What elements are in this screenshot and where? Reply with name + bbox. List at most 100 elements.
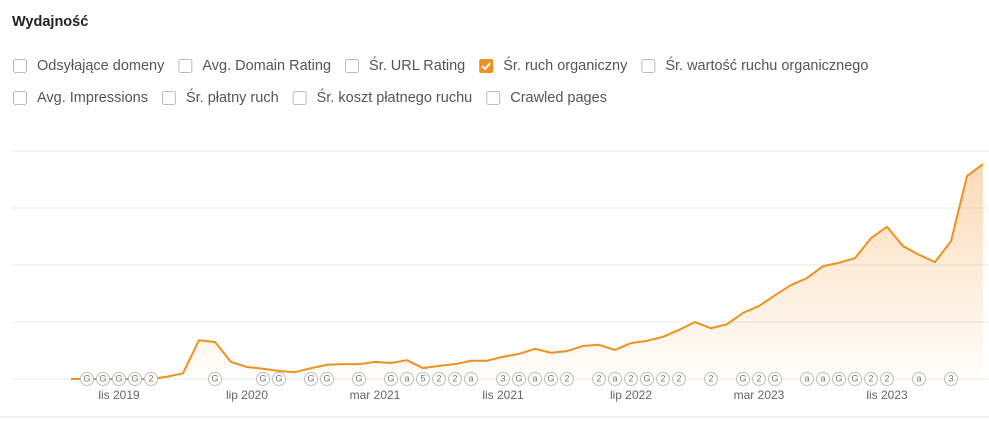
event-marker[interactable] <box>544 372 558 386</box>
event-marker[interactable] <box>528 372 542 386</box>
event-marker-label[interactable]: a <box>468 374 474 385</box>
event-marker[interactable] <box>96 372 110 386</box>
event-marker[interactable] <box>944 372 958 386</box>
event-marker-label[interactable]: 3 <box>948 374 953 385</box>
checkbox[interactable] <box>641 59 656 73</box>
event-marker-label[interactable]: 2 <box>148 374 153 385</box>
event-marker-label[interactable]: 2 <box>884 374 889 385</box>
event-marker[interactable] <box>560 372 574 386</box>
event-marker-label[interactable]: G <box>259 374 266 385</box>
event-marker-label[interactable]: 2 <box>868 374 873 385</box>
event-marker[interactable] <box>800 372 814 386</box>
option-label[interactable]: Avg. Impressions <box>37 90 148 106</box>
event-marker[interactable] <box>848 372 862 386</box>
event-marker-label[interactable]: a <box>404 374 410 385</box>
event-marker[interactable] <box>656 372 670 386</box>
event-marker[interactable] <box>448 372 462 386</box>
event-marker[interactable] <box>752 372 766 386</box>
event-marker[interactable] <box>608 372 622 386</box>
event-marker[interactable] <box>672 372 686 386</box>
event-marker[interactable] <box>624 372 638 386</box>
option-label[interactable]: Odsyłające domeny <box>37 58 165 74</box>
event-marker-label[interactable]: 2 <box>452 374 457 385</box>
event-marker-label[interactable]: 2 <box>564 374 569 385</box>
event-marker[interactable] <box>128 372 142 386</box>
event-marker-label[interactable]: G <box>851 374 858 385</box>
option-label[interactable]: Śr. ruch organiczny <box>503 56 628 74</box>
event-marker-label[interactable]: a <box>532 374 538 385</box>
option-label[interactable]: Śr. URL Rating <box>369 56 465 74</box>
event-marker[interactable] <box>496 372 510 386</box>
checkbox[interactable] <box>13 91 27 105</box>
event-marker-label[interactable]: G <box>83 374 90 385</box>
checkbox[interactable] <box>479 59 494 73</box>
event-marker-label[interactable]: 2 <box>660 374 665 385</box>
event-marker[interactable] <box>416 372 430 386</box>
event-marker[interactable] <box>704 372 718 386</box>
event-marker-label[interactable]: G <box>739 374 746 385</box>
event-marker-label[interactable]: 2 <box>596 374 601 385</box>
event-marker-label[interactable]: 2 <box>436 374 441 385</box>
event-marker-label[interactable]: a <box>820 374 826 385</box>
option-label[interactable]: Śr. płatny ruch <box>186 88 279 106</box>
option-label[interactable]: Śr. koszt płatnego ruchu <box>317 88 473 106</box>
event-marker[interactable] <box>256 372 270 386</box>
event-marker[interactable] <box>304 372 318 386</box>
checkbox[interactable] <box>486 91 501 105</box>
event-marker-label[interactable]: 2 <box>676 374 681 385</box>
event-marker[interactable] <box>832 372 846 386</box>
option-label[interactable]: Avg. Domain Rating <box>202 58 331 74</box>
checkbox[interactable] <box>13 59 27 73</box>
event-marker-label[interactable]: 2 <box>708 374 713 385</box>
x-tick-label: mar 2021 <box>350 388 401 402</box>
checkbox[interactable] <box>345 59 360 73</box>
event-marker[interactable] <box>112 372 126 386</box>
checkbox[interactable] <box>161 91 176 105</box>
event-marker-label[interactable]: G <box>515 374 522 385</box>
event-marker-label[interactable]: G <box>835 374 842 385</box>
event-marker-label[interactable]: G <box>131 374 138 385</box>
event-marker[interactable] <box>400 372 414 386</box>
event-marker[interactable] <box>464 372 478 386</box>
event-marker-label[interactable]: 5 <box>420 374 425 385</box>
event-marker-label[interactable]: a <box>612 374 618 385</box>
event-marker-label[interactable]: G <box>771 374 778 385</box>
event-marker[interactable] <box>816 372 830 386</box>
event-marker[interactable] <box>144 372 158 386</box>
event-marker-label[interactable]: 2 <box>756 374 761 385</box>
event-marker[interactable] <box>208 372 222 386</box>
event-marker-label[interactable]: 3 <box>500 374 505 385</box>
event-marker-label[interactable]: a <box>804 374 810 385</box>
event-marker[interactable] <box>880 372 894 386</box>
event-marker[interactable] <box>384 372 398 386</box>
event-marker-label[interactable]: 2 <box>628 374 633 385</box>
event-marker[interactable] <box>320 372 334 386</box>
event-marker-label[interactable]: G <box>211 374 218 385</box>
event-marker[interactable] <box>432 372 446 386</box>
checkbox[interactable] <box>178 59 193 73</box>
event-marker-label[interactable]: G <box>387 374 394 385</box>
event-marker[interactable] <box>592 372 606 386</box>
event-marker-label[interactable]: G <box>323 374 330 385</box>
event-marker[interactable] <box>912 372 926 386</box>
event-marker-label[interactable]: G <box>115 374 122 385</box>
section-title: Wydajność <box>12 14 88 30</box>
event-marker[interactable] <box>640 372 654 386</box>
option-label[interactable]: Crawled pages <box>510 90 607 106</box>
event-marker[interactable] <box>352 372 366 386</box>
event-marker-label[interactable]: G <box>307 374 314 385</box>
event-marker-label[interactable]: G <box>275 374 282 385</box>
event-marker-label[interactable]: G <box>355 374 362 385</box>
checkbox[interactable] <box>292 91 307 105</box>
event-marker-label[interactable]: a <box>916 374 922 385</box>
event-marker[interactable] <box>768 372 782 386</box>
event-marker-label[interactable]: G <box>547 374 554 385</box>
event-marker[interactable] <box>512 372 526 386</box>
option-label[interactable]: Śr. wartość ruchu organicznego <box>665 56 868 74</box>
event-marker[interactable] <box>864 372 878 386</box>
event-marker[interactable] <box>80 372 94 386</box>
event-marker-label[interactable]: G <box>643 374 650 385</box>
event-marker-label[interactable]: G <box>99 374 106 385</box>
event-marker[interactable] <box>736 372 750 386</box>
event-marker[interactable] <box>272 372 286 386</box>
